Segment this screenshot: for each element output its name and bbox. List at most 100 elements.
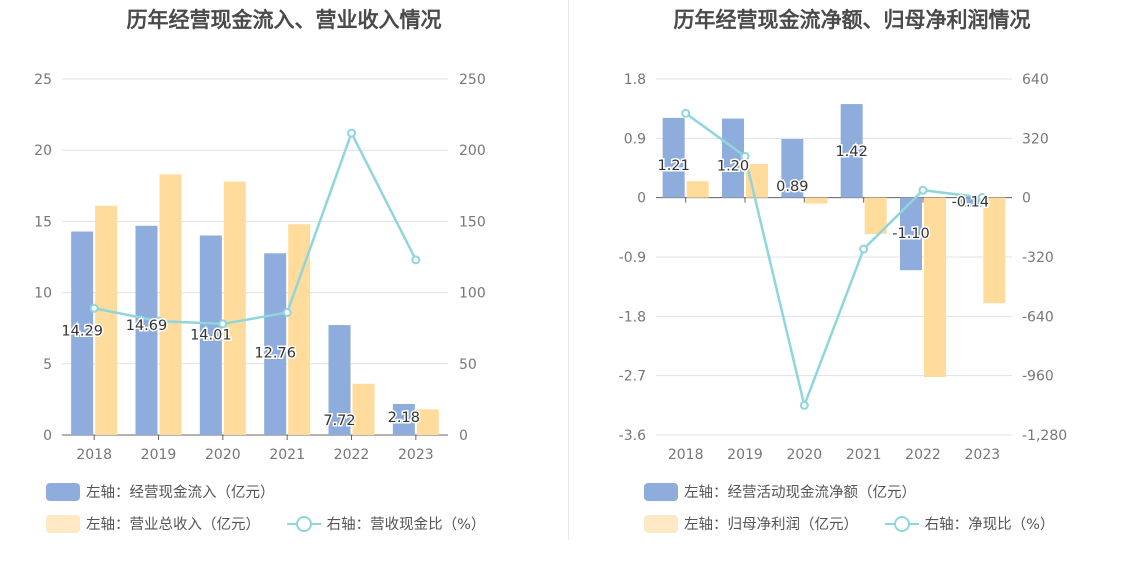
left-axis-tick-label: 10 <box>34 286 52 302</box>
legend-item-revenue[interactable]: 左轴：营业总收入（亿元） <box>46 513 260 534</box>
x-axis-tick-label: 2022 <box>905 447 941 463</box>
x-axis-tick-label: 2020 <box>205 447 241 463</box>
left-axis-tick-label: 0 <box>43 428 52 444</box>
data-label: 1.42 <box>836 144 868 160</box>
legend-label: 左轴：归母净利润（亿元） <box>684 517 858 533</box>
left-axis-tick-label: 15 <box>34 214 52 230</box>
bar <box>135 225 158 435</box>
line-point <box>411 255 421 265</box>
bar <box>392 403 415 435</box>
x-axis-tick-label: 2019 <box>727 447 763 463</box>
legend-item-cash-inflow[interactable]: 左轴：经营现金流入（亿元） <box>46 481 275 502</box>
right-axis-tick-label: 250 <box>459 72 486 88</box>
right-axis-tick-label: -320 <box>1022 250 1054 266</box>
x-axis-tick-label: 2019 <box>141 447 177 463</box>
bar <box>223 181 246 435</box>
left-axis-tick-label: 5 <box>43 357 52 373</box>
chart-panel-net-cash: 历年经营现金流净额、归母净利润情况 -3.6 -1,280 -2.7 -960 -1.8… <box>570 0 1134 582</box>
x-axis-tick-label: 2023 <box>398 447 434 463</box>
chart-title: 历年经营现金流净额、归母净利润情况 <box>673 8 1031 32</box>
legend-label: 左轴：经营活动现金流净额（亿元） <box>684 485 916 501</box>
legend-item-ratio[interactable]: 右轴：营收现金比（%） <box>286 513 486 534</box>
line-point <box>347 128 356 138</box>
right-axis-tick-label: -960 <box>1022 369 1054 385</box>
x-axis-tick-label: 2018 <box>668 447 704 463</box>
bar <box>71 231 94 435</box>
legend: 左轴：经营现金流入（亿元） <box>46 481 297 505</box>
legend-label: 右轴：营收现金比（%） <box>326 517 486 533</box>
bar <box>983 197 1006 304</box>
bar <box>352 383 375 435</box>
data-label: 14.69 <box>126 318 168 334</box>
bar <box>159 174 182 435</box>
right-axis-tick-label: -640 <box>1022 309 1054 325</box>
x-axis-tick-label: 2018 <box>76 447 112 463</box>
line-point <box>218 319 228 329</box>
chart-plot-area: -3.6 -1,280 -2.7 -960 -1.8 -640 -0.9 -320 0 0 0.9 3… <box>619 72 1067 463</box>
left-axis-tick-label: 20 <box>34 143 52 159</box>
right-axis-tick-label: 200 <box>459 143 486 159</box>
bar <box>328 325 351 435</box>
bar <box>746 164 768 198</box>
right-axis-tick-label: 50 <box>459 357 477 373</box>
legend-item-net-profit[interactable]: 左轴：归母净利润（亿元） <box>644 513 858 534</box>
bar <box>288 224 311 435</box>
data-label: -1.10 <box>892 226 930 242</box>
legend-label: 左轴：经营现金流入（亿元） <box>86 485 275 501</box>
data-label: 14.29 <box>61 324 103 340</box>
data-label: -0.14 <box>952 195 990 211</box>
line-point <box>154 316 163 326</box>
left-axis-tick-label: 0.9 <box>624 131 646 147</box>
x-axis-tick-label: 2023 <box>965 447 1001 463</box>
legend-item-net-cash[interactable]: 左轴：经营活动现金流净额（亿元） <box>644 481 916 502</box>
data-label: 1.21 <box>658 158 690 174</box>
bar <box>781 138 804 198</box>
chart-title: 历年经营现金流入、营业收入情况 <box>126 8 442 32</box>
data-label: 2.18 <box>388 410 420 426</box>
left-axis-tick-label: 1.8 <box>624 72 646 88</box>
legend-label: 右轴：净现比（%） <box>924 517 1055 533</box>
legend-label: 左轴：营业总收入（亿元） <box>86 517 260 533</box>
legend-item-net-ratio[interactable]: 右轴：净现比（%） <box>884 513 1055 534</box>
legend-swatch <box>46 482 80 501</box>
left-axis-tick-label: 25 <box>34 72 52 88</box>
legend: 左轴：经营活动现金流净额（亿元） <box>644 481 938 505</box>
line-point <box>799 400 809 410</box>
right-axis-tick-label: 0 <box>1022 191 1031 207</box>
data-label: 1.20 <box>717 159 749 175</box>
left-axis-tick-label: -0.9 <box>619 250 646 266</box>
x-axis-tick-label: 2022 <box>334 447 370 463</box>
line-series <box>684 112 983 410</box>
bar <box>722 118 744 198</box>
data-label: 12.76 <box>254 345 296 361</box>
line-point <box>740 151 750 161</box>
right-axis-tick-label: 320 <box>1022 131 1049 147</box>
x-axis-tick-label: 2020 <box>787 447 823 463</box>
bar <box>805 197 828 204</box>
bar <box>900 197 922 271</box>
legend-swatch <box>644 482 678 501</box>
bar <box>199 235 222 435</box>
bar <box>924 197 946 377</box>
right-axis-tick-label: 100 <box>459 286 486 302</box>
right-axis-tick-label: -1,280 <box>1022 428 1067 444</box>
bar <box>864 197 887 234</box>
bar <box>264 253 287 435</box>
right-axis-tick-label: 640 <box>1022 72 1049 88</box>
line-point <box>977 192 987 202</box>
line-series <box>93 129 417 326</box>
legend: 左轴：归母净利润（亿元） 右轴：净现比（%） <box>644 513 1076 537</box>
line-point <box>89 303 99 313</box>
left-axis-tick-label: -1.8 <box>619 309 646 325</box>
chart-panel-cash-inflow: 历年经营现金流入、营业收入情况 0 0 5 50 10 100 15 150 20 200 25 25… <box>34 8 507 537</box>
bar <box>662 117 685 198</box>
line-point <box>282 308 292 318</box>
left-axis-tick-label: 0 <box>637 191 646 207</box>
data-label: 0.89 <box>776 179 808 195</box>
legend: 左轴：营业总收入（亿元） 右轴：营收现金比（%） <box>46 513 507 537</box>
left-axis-tick-label: -3.6 <box>619 428 646 444</box>
legend-swatch <box>884 515 919 533</box>
bar <box>959 197 982 207</box>
line-point <box>681 108 691 118</box>
line-point <box>859 244 869 254</box>
